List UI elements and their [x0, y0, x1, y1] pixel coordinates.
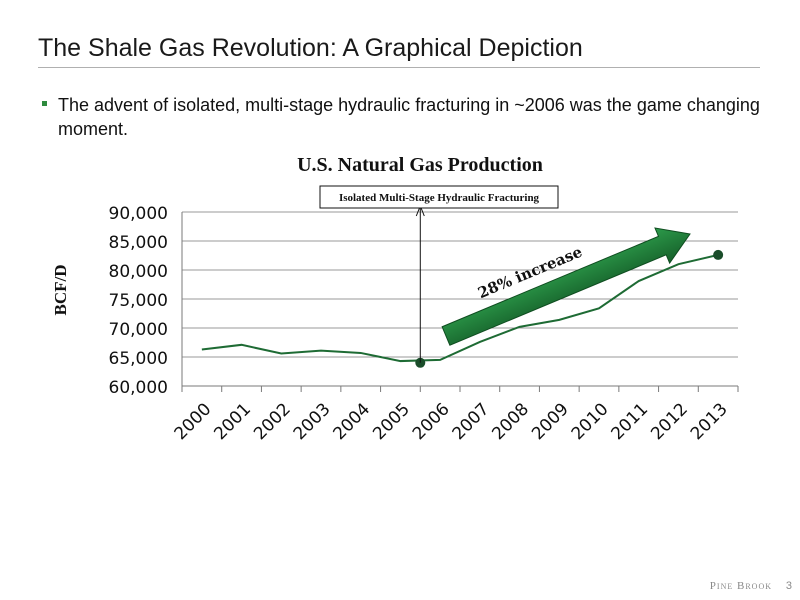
bullet-text: The advent of isolated, multi-stage hydr…	[58, 95, 760, 139]
slide-title: The Shale Gas Revolution: A Graphical De…	[38, 34, 583, 62]
trend-arrow-shape	[441, 227, 691, 346]
highlight-marker	[713, 249, 724, 260]
annotation-box	[319, 185, 559, 209]
y-tick-label: 80,000	[109, 262, 168, 282]
y-axis-label: BCF/D	[51, 265, 70, 316]
chart-title: U.S. Natural Gas Production	[297, 154, 543, 176]
title-divider	[38, 67, 760, 68]
production-line	[201, 253, 719, 363]
y-tick-label: 85,000	[109, 233, 168, 253]
y-tick-label: 75,000	[109, 291, 168, 311]
y-tick-label: 60,000	[109, 378, 168, 398]
bullet-square-icon	[42, 101, 47, 106]
x-tick-label: 2006	[409, 399, 454, 444]
x-tick-label: 2004	[330, 399, 375, 444]
x-tick-label: 2002	[250, 399, 295, 444]
x-tick-label: 2003	[290, 399, 335, 444]
x-tick-label: 2007	[449, 399, 494, 444]
x-tick-label: 2009	[528, 399, 573, 444]
x-tick-label: 2011	[608, 399, 653, 444]
x-tick-label: 2010	[568, 399, 613, 444]
x-tick-label: 2012	[647, 399, 692, 444]
y-tick-label: 70,000	[109, 320, 168, 340]
x-tick-label: 2000	[171, 399, 216, 444]
x-tick-label: 2008	[488, 399, 533, 444]
x-tick-label: 2005	[369, 399, 414, 444]
trend-arrow	[441, 227, 691, 346]
annotation-label: Isolated Multi-Stage Hydraulic Fracturin…	[339, 192, 540, 204]
footer-brand: Pine Brook	[709, 580, 772, 592]
page-number: 3	[785, 580, 792, 592]
x-tick-label: 2013	[687, 399, 732, 444]
y-tick-label: 90,000	[109, 204, 168, 224]
y-tick-label: 65,000	[109, 349, 168, 369]
x-tick-label: 2001	[210, 399, 255, 444]
